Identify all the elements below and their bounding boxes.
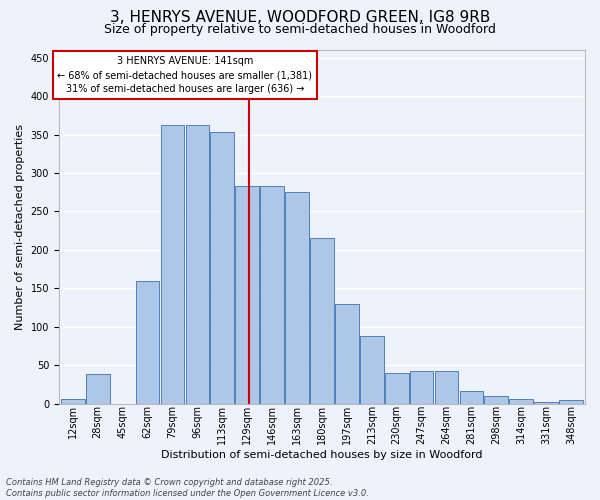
Text: Size of property relative to semi-detached houses in Woodford: Size of property relative to semi-detach… (104, 22, 496, 36)
Bar (211, 132, 234, 404)
Bar (360, 336, 383, 404)
Text: 3, HENRYS AVENUE, WOODFORD GREEN, IG8 9RB: 3, HENRYS AVENUE, WOODFORD GREEN, IG8 9R… (110, 10, 490, 25)
Bar (310, 238, 334, 404)
Bar (136, 280, 160, 404)
Bar (460, 390, 483, 404)
Y-axis label: Number of semi-detached properties: Number of semi-detached properties (15, 124, 25, 330)
Bar (534, 402, 558, 404)
Bar (484, 396, 508, 404)
Bar (385, 373, 409, 404)
X-axis label: Distribution of semi-detached houses by size in Woodford: Distribution of semi-detached houses by … (161, 450, 483, 460)
Bar (509, 399, 533, 404)
Bar (559, 400, 583, 404)
Text: Contains HM Land Registry data © Crown copyright and database right 2025.
Contai: Contains HM Land Registry data © Crown c… (6, 478, 369, 498)
Bar (410, 372, 433, 404)
Bar (434, 372, 458, 404)
Text: 3 HENRYS AVENUE: 141sqm
← 68% of semi-detached houses are smaller (1,381)
31% of: 3 HENRYS AVENUE: 141sqm ← 68% of semi-de… (58, 56, 313, 94)
Bar (161, 124, 184, 404)
Bar (260, 186, 284, 404)
Bar (185, 124, 209, 404)
Bar (335, 304, 359, 404)
Bar (235, 186, 259, 404)
Bar (86, 374, 110, 404)
Bar (61, 399, 85, 404)
Bar (285, 192, 309, 404)
